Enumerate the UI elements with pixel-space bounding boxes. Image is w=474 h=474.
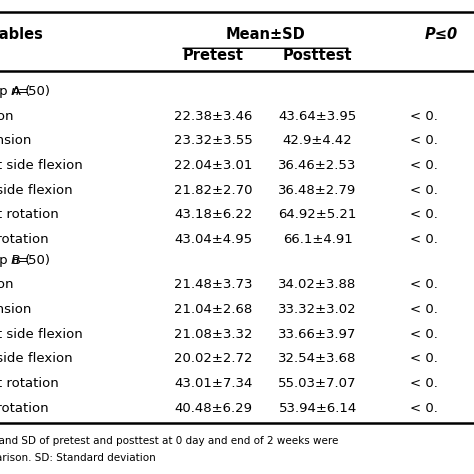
Text: 42.9±4.42: 42.9±4.42 — [283, 134, 353, 147]
Text: n: n — [10, 254, 19, 267]
Text: 21.48±3.73: 21.48±3.73 — [174, 278, 253, 292]
Text: P≤0: P≤0 — [424, 27, 457, 42]
Text: 22.04±3.01: 22.04±3.01 — [174, 159, 253, 172]
Text: 22.38±3.46: 22.38±3.46 — [174, 109, 253, 123]
Text: Mean±SD: Mean±SD — [226, 27, 305, 42]
Text: Right rotation: Right rotation — [0, 208, 59, 221]
Text: < 0.: < 0. — [410, 208, 438, 221]
Text: Right side flexion: Right side flexion — [0, 328, 82, 341]
Text: 43.18±6.22: 43.18±6.22 — [174, 208, 253, 221]
Text: Group B (: Group B ( — [0, 254, 30, 267]
Text: 40.48±6.29: 40.48±6.29 — [174, 401, 252, 415]
Text: 64.92±5.21: 64.92±5.21 — [278, 208, 357, 221]
Text: < 0.: < 0. — [410, 159, 438, 172]
Text: 55.03±7.07: 55.03±7.07 — [278, 377, 357, 390]
Text: Left side flexion: Left side flexion — [0, 183, 73, 197]
Text: Extension: Extension — [0, 303, 32, 316]
Text: Extension: Extension — [0, 134, 32, 147]
Text: Right side flexion: Right side flexion — [0, 159, 82, 172]
Text: Variables: Variables — [0, 27, 44, 42]
Text: Left rotation: Left rotation — [0, 401, 48, 415]
Text: 21.82±2.70: 21.82±2.70 — [174, 183, 253, 197]
Text: < 0.: < 0. — [410, 278, 438, 292]
Text: Flexion: Flexion — [0, 278, 14, 292]
Text: < 0.: < 0. — [410, 352, 438, 365]
Text: =50): =50) — [18, 254, 51, 267]
Text: 53.94±6.14: 53.94±6.14 — [278, 401, 357, 415]
Text: 36.48±2.79: 36.48±2.79 — [278, 183, 357, 197]
Text: Right rotation: Right rotation — [0, 377, 59, 390]
Text: 21.04±2.68: 21.04±2.68 — [174, 303, 253, 316]
Text: < 0.: < 0. — [410, 183, 438, 197]
Text: Group A (: Group A ( — [0, 85, 30, 98]
Text: Posttest: Posttest — [283, 48, 352, 63]
Text: < 0.: < 0. — [410, 134, 438, 147]
Text: n: n — [10, 85, 19, 98]
Text: 23.32±3.55: 23.32±3.55 — [174, 134, 253, 147]
Text: 20.02±2.72: 20.02±2.72 — [174, 352, 253, 365]
Text: Left side flexion: Left side flexion — [0, 352, 73, 365]
Text: 43.01±7.34: 43.01±7.34 — [174, 377, 253, 390]
Text: < 0.: < 0. — [410, 401, 438, 415]
Text: < 0.: < 0. — [410, 233, 438, 246]
Text: 33.32±3.02: 33.32±3.02 — [278, 303, 357, 316]
Text: comparison. SD: Standard deviation: comparison. SD: Standard deviation — [0, 453, 155, 463]
Text: =50): =50) — [18, 85, 51, 98]
Text: < 0.: < 0. — [410, 377, 438, 390]
Text: 43.04±4.95: 43.04±4.95 — [174, 233, 252, 246]
Text: 36.46±2.53: 36.46±2.53 — [278, 159, 357, 172]
Text: Flexion: Flexion — [0, 109, 14, 123]
Text: < 0.: < 0. — [410, 328, 438, 341]
Text: < 0.: < 0. — [410, 303, 438, 316]
Text: < 0.: < 0. — [410, 109, 438, 123]
Text: 21.08±3.32: 21.08±3.32 — [174, 328, 253, 341]
Text: 33.66±3.97: 33.66±3.97 — [278, 328, 357, 341]
Text: 66.1±4.91: 66.1±4.91 — [283, 233, 353, 246]
Text: 43.64±3.95: 43.64±3.95 — [278, 109, 357, 123]
Text: 34.02±3.88: 34.02±3.88 — [278, 278, 357, 292]
Text: Mean and SD of pretest and posttest at 0 day and end of 2 weeks were: Mean and SD of pretest and posttest at 0… — [0, 437, 338, 447]
Text: Pretest: Pretest — [183, 48, 244, 63]
Text: 32.54±3.68: 32.54±3.68 — [278, 352, 357, 365]
Text: Left rotation: Left rotation — [0, 233, 48, 246]
